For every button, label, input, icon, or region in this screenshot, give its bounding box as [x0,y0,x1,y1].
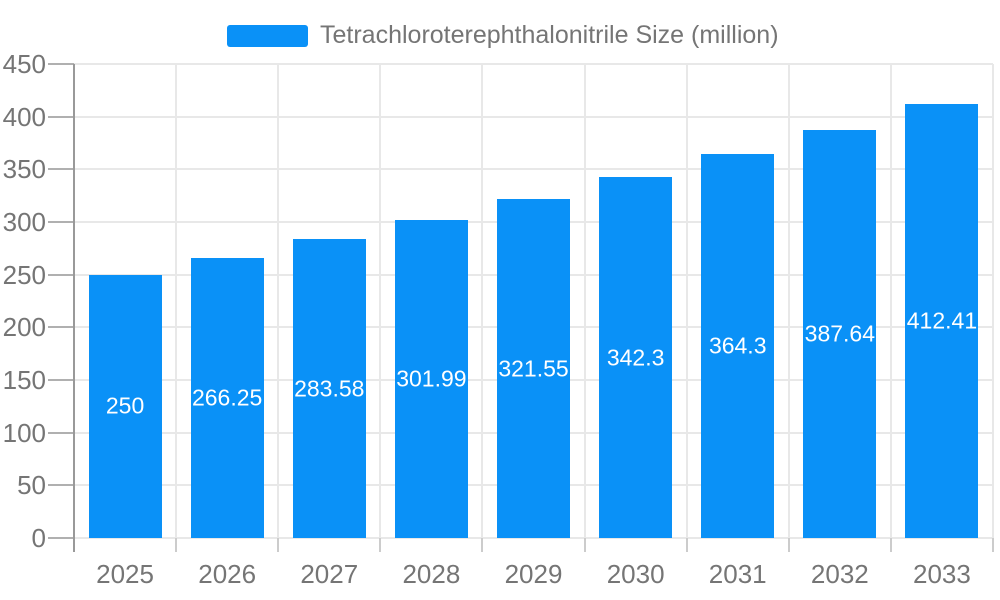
y-axis-tick-label: 300 [2,207,46,237]
x-axis-tick-label: 2030 [606,559,665,589]
x-axis-tick-label: 2027 [300,559,359,589]
bar-2030[interactable] [599,177,672,538]
legend-swatch [227,24,308,47]
gridline-vertical [787,64,790,538]
y-axis-line [73,64,75,552]
x-axis-tick-label: 2031 [708,559,767,589]
y-axis-tick [48,484,74,487]
bar-value-label: 412.41 [906,307,978,334]
legend-label: Tetrachloroterephthalonitrile Size (mill… [320,21,779,49]
bar-2029[interactable] [497,199,570,538]
y-axis-tick [48,326,74,329]
x-axis-tick-label: 2029 [504,559,563,589]
y-axis-tick [48,168,74,171]
y-axis-tick [48,221,74,223]
x-axis-tick [175,538,178,552]
gridline-vertical [583,64,586,538]
y-axis-tick [48,431,74,434]
gridline-horizontal [74,63,993,65]
y-axis-tick-label: 200 [2,312,46,343]
x-axis-tick [379,538,382,552]
y-axis-tick-label: 100 [2,417,46,448]
bar-value-label: 342.3 [606,344,665,371]
x-axis-tick-label: 2033 [913,559,971,589]
y-axis-tick-label: 350 [2,154,46,185]
bar-value-label: 250 [105,392,145,419]
y-axis-tick-label: 150 [2,365,46,395]
y-axis-tick [48,115,74,118]
y-axis-tick [48,537,74,539]
y-axis-tick-label: 400 [2,101,46,132]
gridline-vertical [685,64,688,538]
x-axis-tick [481,538,484,552]
bar-2026[interactable] [191,257,264,538]
y-axis-tick [48,379,74,381]
bar-2032[interactable] [803,129,876,538]
x-axis-tick-label: 2025 [96,559,154,589]
bar-2031[interactable] [701,154,774,538]
y-axis-tick-label: 450 [2,49,46,79]
bar-value-label: 321.55 [498,355,569,382]
gridline-vertical [889,64,892,538]
x-axis-tick [992,538,994,552]
y-axis-tick-label: 50 [17,470,46,501]
bar-value-label: 266.25 [191,384,263,411]
x-axis-tick-label: 2032 [810,559,869,589]
gridline-vertical [379,64,382,538]
bar-value-label: 301.99 [396,365,467,392]
gridline-horizontal [74,168,993,171]
bar-value-label: 283.58 [294,375,365,402]
bar-2025[interactable] [89,274,162,538]
x-axis-tick [583,538,586,552]
x-axis-tick [889,538,892,552]
gridline-horizontal [74,115,993,118]
gridline-vertical [481,64,484,538]
gridline-vertical [992,64,994,538]
bar-2027[interactable] [293,239,366,538]
x-axis-tick [277,538,280,552]
x-axis-tick [787,538,790,552]
x-axis-tick-label: 2026 [198,559,257,589]
legend-item[interactable]: Tetrachloroterephthalonitrile Size (mill… [227,21,779,50]
bar-value-label: 364.3 [708,332,767,359]
bar-2028[interactable] [395,219,468,538]
y-axis-tick [48,273,74,276]
gridline-horizontal [74,537,993,539]
bar-2033[interactable] [905,103,978,538]
y-axis-tick-label: 250 [2,259,46,290]
bar-value-label: 387.64 [804,320,876,347]
x-axis-tick [685,538,688,552]
x-axis-tick-label: 2028 [402,559,461,589]
gridline-vertical [277,64,280,538]
gridline-vertical [175,64,178,538]
y-axis-tick [48,63,74,65]
y-axis-tick-label: 0 [31,523,46,553]
